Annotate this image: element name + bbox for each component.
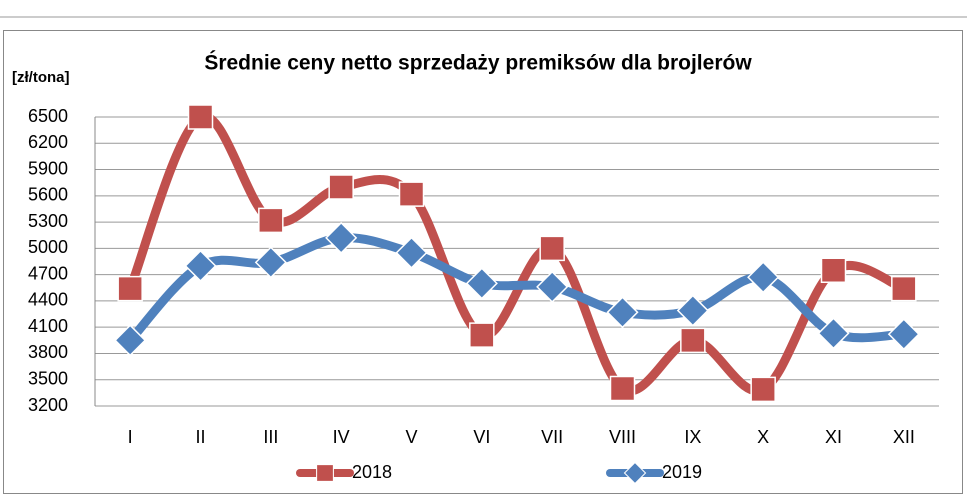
marker [747,261,780,294]
series-line [125,111,909,396]
x-tick-label: VII [541,427,563,447]
y-tick-label: 3200 [28,395,68,415]
x-tick-label: XI [825,427,842,447]
marker [680,327,706,354]
y-tick-label: 3500 [28,368,68,388]
series-line [125,233,909,345]
chart-title: Średnie ceny netto sprzedaży premiksów d… [204,51,752,75]
marker [539,235,565,262]
x-tick-label: IV [333,427,350,447]
y-tick-label: 3800 [28,342,68,362]
marker [465,267,498,300]
x-tick-label: XII [893,427,915,447]
y-axis-label: [zł/tona] [12,69,70,86]
marker [187,104,214,130]
marker [820,257,847,284]
marker [254,246,287,279]
y-tick-label: 4700 [28,263,68,283]
marker [469,322,495,348]
x-tick-label: I [128,427,133,447]
legend-label: 2019 [662,462,702,482]
y-tick-label: 4400 [28,290,68,310]
marker [536,270,569,303]
chart-frame [3,30,963,494]
x-tick-label: IX [684,427,701,447]
marker [606,296,639,329]
marker [328,174,354,200]
y-tick-label: 6200 [28,132,68,152]
y-tick-label: 5300 [28,211,68,231]
marker [395,236,428,269]
legend-label: 2018 [352,462,392,482]
marker [114,324,147,357]
marker [887,318,920,351]
marker [750,376,776,403]
marker [258,207,284,234]
marker [117,275,143,302]
marker [316,464,334,482]
marker [891,275,917,302]
x-tick-label: II [195,427,205,447]
x-tick-label: III [263,427,278,447]
x-tick-label: X [757,427,769,447]
marker [817,317,850,350]
y-tick-label: 5900 [28,158,68,178]
marker [676,294,709,327]
marker [609,375,636,402]
marker [184,249,217,282]
y-tick-label: 4100 [28,316,68,336]
marker [623,461,647,485]
marker [398,181,425,207]
y-tick-label: 5600 [28,185,68,205]
x-tick-label: VI [473,427,490,447]
y-tick-label: 6500 [28,106,68,126]
x-tick-label: V [405,427,417,447]
y-tick-label: 5000 [28,237,68,257]
marker [325,221,358,254]
x-tick-label: VIII [609,427,636,447]
